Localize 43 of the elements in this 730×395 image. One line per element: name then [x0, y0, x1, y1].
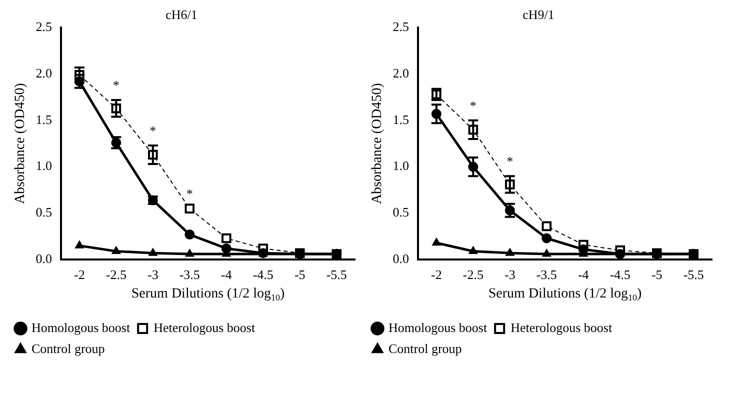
y-tick-label: 2.0	[392, 65, 410, 80]
annotation: *	[506, 154, 514, 168]
y-tick-label: 1.0	[392, 158, 410, 174]
legend-label: Heterologous boost	[154, 320, 256, 335]
x-tick-label: -3.5	[179, 266, 200, 282]
legend-label: Control group	[32, 340, 105, 356]
x-tick-label: -4.5	[252, 266, 274, 282]
chart-title: cH6/1	[166, 7, 198, 22]
x-tick-label: -2	[74, 266, 85, 282]
chart-title: cH9/1	[522, 7, 554, 22]
x-tick-label: -3	[147, 266, 158, 282]
legend-label: Homologous boost	[388, 320, 488, 335]
x-tick-label: -2	[431, 266, 442, 282]
x-tick-label: -4	[220, 266, 232, 282]
x-tick-label: -2.5	[462, 266, 484, 282]
y-tick-label: 0.0	[392, 251, 410, 266]
y-tick-label: 1.5	[36, 112, 52, 127]
x-tick-label: -2.5	[106, 266, 126, 282]
y-axis-title: Absorbance (OD450)	[370, 82, 386, 204]
x-tick-label: -4	[578, 266, 590, 282]
y-tick-label: 1.0	[36, 158, 52, 174]
y-tick-label: 0.5	[36, 204, 52, 220]
y-tick-label: 2.5	[36, 19, 52, 34]
x-tick-label: -5	[294, 266, 306, 282]
annotation: *	[150, 122, 156, 138]
annotation: *	[470, 98, 476, 113]
legend-label: Homologous boost	[32, 320, 130, 335]
x-tick-label: -3	[504, 266, 516, 282]
y-axis-title: Absorbance (OD450)	[13, 82, 28, 204]
annotation: *	[186, 186, 193, 201]
y-tick-label: 2.0	[36, 65, 52, 80]
x-tick-label: -5.5	[683, 266, 704, 282]
annotation: *	[112, 77, 120, 92]
legend-label: Control group	[388, 340, 462, 356]
y-tick-label: 1.5	[392, 112, 410, 127]
x-tick-label: -5.5	[326, 266, 347, 282]
legend-label: Heterologous boost	[510, 320, 612, 335]
x-tick-label: -3.5	[536, 266, 557, 282]
y-tick-label: 2.5	[392, 19, 410, 34]
x-tick-label: -5	[651, 266, 662, 282]
x-tick-label: -4.5	[610, 266, 630, 282]
y-tick-label: 0.5	[392, 204, 410, 220]
y-tick-label: 0.0	[36, 251, 52, 266]
